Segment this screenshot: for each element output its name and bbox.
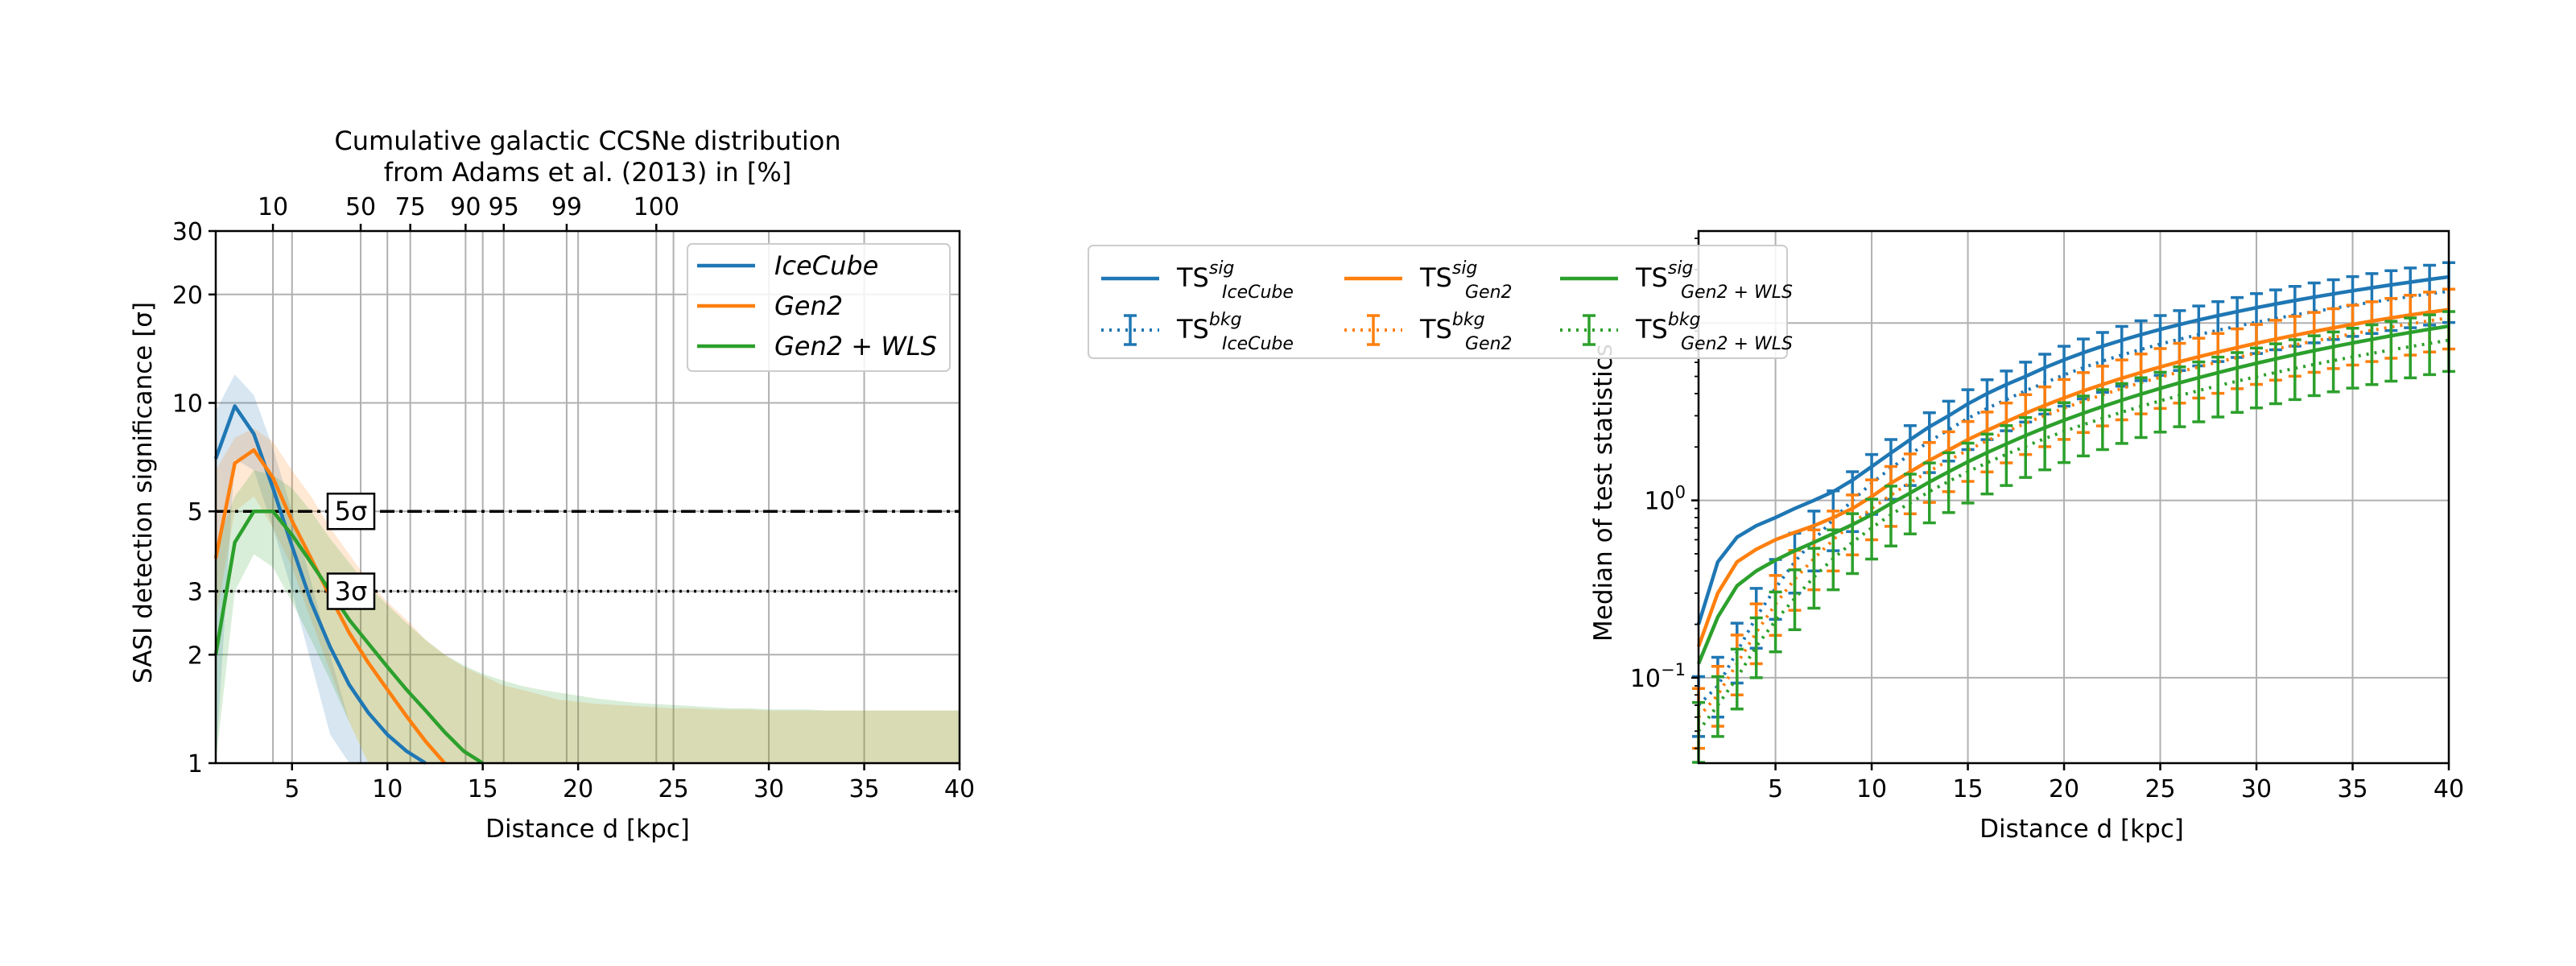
- right-x-tick-label: 25: [2145, 775, 2175, 803]
- left-y-tick-label: 3: [188, 578, 203, 606]
- threshold-label-box: [326, 492, 376, 530]
- right-legend-label: TSsig Gen2 + WLS: [1635, 258, 1793, 303]
- left-y-tick-label: 10: [172, 390, 203, 419]
- right-x-tick-label: 15: [1952, 775, 1983, 803]
- left-legend-label: IceCube: [774, 250, 878, 281]
- left-x-axis-title: Distance d [kpc]: [485, 815, 690, 844]
- left-series-line: [213, 404, 427, 765]
- right-plot-frame: [1697, 229, 2450, 765]
- right-y-ticks: 10−1 100: [1630, 237, 1699, 749]
- left-threshold-labels: 5σ 3σ: [326, 492, 376, 610]
- left-top-tick-label: 95: [489, 193, 519, 221]
- threshold-label-text: 5σ: [335, 496, 368, 526]
- right-x-tick-label: 5: [1768, 775, 1783, 803]
- left-y-ticks: 1 2 3 5 10 20 30: [172, 218, 216, 778]
- right-signal-series: [1696, 324, 2450, 665]
- left-x-tick-label: 10: [372, 775, 402, 803]
- left-y-tick-label: 20: [172, 282, 203, 310]
- right-legend-box: [1088, 245, 1788, 359]
- left-x-tick-label: 35: [848, 775, 879, 803]
- right-sig-line: [1696, 308, 2450, 647]
- left-plot-frame: [214, 229, 961, 765]
- right-x-axis-title: Distance d [kpc]: [1979, 815, 2184, 844]
- right-legend-label: TSbkg IceCube: [1176, 310, 1294, 354]
- left-x-tick-label: 25: [658, 775, 689, 803]
- right-legend-label: TSsig IceCube: [1176, 258, 1294, 303]
- left-top-axis-title-line1: Cumulative galactic CCSNe distribution: [334, 126, 840, 156]
- left-top-tick-label: 50: [345, 193, 376, 221]
- right-x-tick-label: 35: [2337, 775, 2368, 803]
- right-sig-line: [1696, 324, 2450, 665]
- left-band: [216, 470, 960, 763]
- left-x-tick-label: 15: [468, 775, 498, 803]
- right-x-tick-label: 30: [2241, 775, 2272, 803]
- left-band: [216, 428, 960, 763]
- left-top-axis-title-line2: from Adams et al. (2013) in [%]: [384, 157, 791, 188]
- left-y-tick-label: 5: [188, 498, 203, 526]
- left-legend-label: Gen2 + WLS: [774, 331, 937, 361]
- right-x-tick-label: 40: [2434, 775, 2464, 803]
- left-top-tick-label: 90: [450, 193, 481, 221]
- right-legend: TSsig IceCube TSsig Gen2 TSsig Gen2 + WLS TSbk…: [1088, 245, 1793, 359]
- right-x-ticks: 5 10 15 20 25 30 35 40: [1768, 763, 2464, 803]
- left-y-tick-label: 30: [172, 218, 203, 246]
- left-x-tick-label: 30: [753, 775, 784, 803]
- right-bkg-line: [1697, 289, 2450, 707]
- right-series: [1692, 261, 2455, 764]
- left-legend: IceCube Gen2 Gen2 + WLS: [687, 243, 951, 372]
- threshold-label-text: 3σ: [335, 576, 368, 606]
- left-top-tick-label: 99: [551, 193, 582, 221]
- right-y-tick-label: 100: [1644, 483, 1686, 516]
- left-legend-label: Gen2: [774, 291, 843, 321]
- threshold-label-box: [326, 572, 376, 610]
- left-y-tick-label: 1: [188, 750, 203, 778]
- left-top-tick-label: 10: [258, 193, 288, 221]
- left-x-ticks: 5 10 15 20 25 30 35 40: [284, 763, 975, 803]
- left-series-line: [213, 509, 484, 765]
- left-confidence-bands: [216, 374, 960, 763]
- right-legend-label: TSbkg Gen2: [1419, 310, 1513, 354]
- right-signal-series: [1696, 275, 2450, 625]
- right-legend-label: TSbkg Gen2 + WLS: [1635, 310, 1793, 354]
- right-background-series: [1692, 310, 2455, 764]
- left-band: [216, 374, 369, 763]
- left-top-tick-label: 100: [634, 193, 679, 221]
- left-legend-box: [687, 243, 951, 372]
- left-x-tick-label: 40: [944, 775, 975, 803]
- left-y-axis-title: SASI detection significance [σ]: [129, 302, 158, 683]
- right-x-tick-label: 10: [1856, 775, 1887, 803]
- right-sig-line: [1696, 275, 2450, 625]
- left-x-tick-label: 20: [563, 775, 593, 803]
- right-bkg-line: [1697, 316, 2450, 719]
- left-top-tick-label: 75: [395, 193, 426, 221]
- right-legend-label: TSsig Gen2: [1419, 258, 1513, 303]
- test-statistics-chart: 5 10 15 20 25 30 35 40 10−1 100 Distance d [kpc]…: [1088, 229, 2464, 844]
- right-x-tick-label: 20: [2049, 775, 2079, 803]
- left-y-tick-label: 2: [188, 642, 203, 670]
- right-y-axis-title: Median of test statistics: [1589, 344, 1618, 642]
- left-top-ticks: 10 50 75 90 95 99 100: [258, 193, 679, 231]
- left-x-tick-label: 5: [284, 775, 299, 803]
- right-signal-series: [1696, 308, 2450, 647]
- right-y-tick-label: 10−1: [1630, 660, 1686, 693]
